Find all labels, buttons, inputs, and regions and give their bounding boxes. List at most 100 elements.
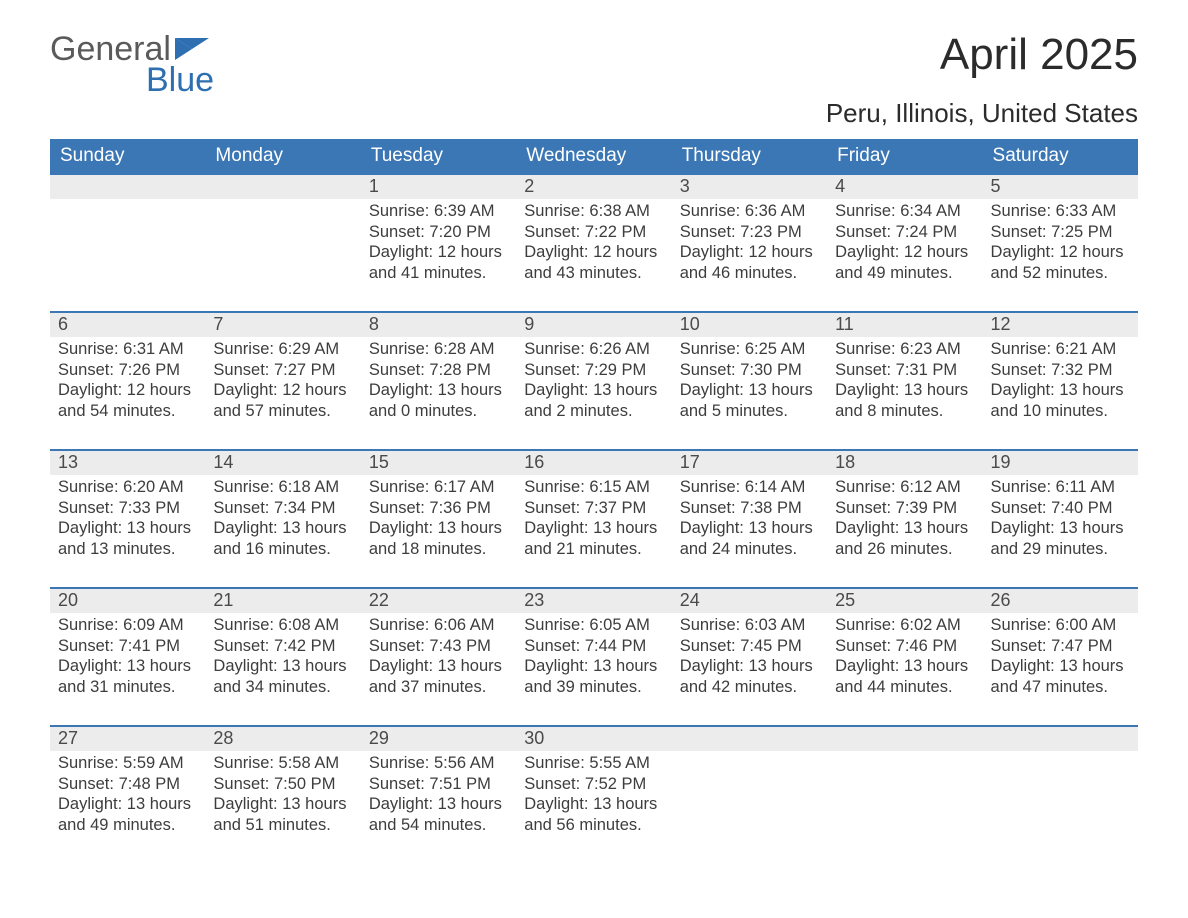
daylight-hours: 13 bbox=[748, 519, 766, 537]
daylight-minutes: 5 bbox=[712, 402, 721, 420]
daylight-label: Daylight: bbox=[524, 381, 588, 399]
daylight-label: Daylight: bbox=[680, 519, 744, 537]
calendar-cell: 10Sunrise: 6:25 AMSunset: 7:30 PMDayligh… bbox=[672, 311, 827, 449]
daylight-minutes: 13 bbox=[90, 540, 108, 558]
day-number: 13 bbox=[50, 449, 205, 475]
sunrise-label: Sunrise: bbox=[991, 478, 1052, 496]
daylight-minutes: 2 bbox=[556, 402, 565, 420]
sunrise-label: Sunrise: bbox=[835, 340, 896, 358]
sunset-label: Sunset: bbox=[213, 637, 269, 655]
day-number-empty bbox=[50, 173, 205, 199]
daylight-label: Daylight: bbox=[58, 381, 122, 399]
sunrise-value: 5:55 AM bbox=[589, 754, 650, 772]
calendar-cell: 13Sunrise: 6:20 AMSunset: 7:33 PMDayligh… bbox=[50, 449, 205, 587]
daylight-label: Daylight: bbox=[369, 795, 433, 813]
daylight-minutes: 49 bbox=[867, 264, 885, 282]
sunset-label: Sunset: bbox=[213, 499, 269, 517]
calendar-cell: 4Sunrise: 6:34 AMSunset: 7:24 PMDaylight… bbox=[827, 173, 982, 311]
day-number: 20 bbox=[50, 587, 205, 613]
calendar-cell bbox=[983, 725, 1138, 863]
sunset-label: Sunset: bbox=[58, 361, 114, 379]
sunset-label: Sunset: bbox=[524, 775, 580, 793]
daylight-minutes: 21 bbox=[556, 540, 574, 558]
daylight-label: Daylight: bbox=[835, 381, 899, 399]
daylight-hours: 12 bbox=[1059, 243, 1077, 261]
sunset-value: 7:42 PM bbox=[274, 637, 335, 655]
day-details: Sunrise: 6:21 AMSunset: 7:32 PMDaylight:… bbox=[983, 337, 1138, 428]
daylight-hours: 13 bbox=[438, 381, 456, 399]
daylight-minutes: 54 bbox=[90, 402, 108, 420]
sunrise-value: 6:36 AM bbox=[745, 202, 806, 220]
sunrise-value: 6:02 AM bbox=[900, 616, 961, 634]
calendar-cell: 17Sunrise: 6:14 AMSunset: 7:38 PMDayligh… bbox=[672, 449, 827, 587]
daylight-minutes: 42 bbox=[712, 678, 730, 696]
sunrise-label: Sunrise: bbox=[835, 478, 896, 496]
weekday-header: Thursday bbox=[672, 139, 827, 173]
day-details: Sunrise: 6:33 AMSunset: 7:25 PMDaylight:… bbox=[983, 199, 1138, 290]
calendar-cell: 16Sunrise: 6:15 AMSunset: 7:37 PMDayligh… bbox=[516, 449, 671, 587]
day-details: Sunrise: 6:18 AMSunset: 7:34 PMDaylight:… bbox=[205, 475, 360, 566]
sunrise-label: Sunrise: bbox=[213, 616, 274, 634]
daylight-minutes: 29 bbox=[1023, 540, 1041, 558]
daylight-hours: 13 bbox=[1059, 519, 1077, 537]
daylight-hours: 12 bbox=[438, 243, 456, 261]
daylight-label: Daylight: bbox=[524, 657, 588, 675]
sunrise-label: Sunrise: bbox=[58, 616, 119, 634]
sunrise-label: Sunrise: bbox=[835, 202, 896, 220]
calendar-cell: 26Sunrise: 6:00 AMSunset: 7:47 PMDayligh… bbox=[983, 587, 1138, 725]
daylight-hours: 13 bbox=[904, 381, 922, 399]
day-details: Sunrise: 6:00 AMSunset: 7:47 PMDaylight:… bbox=[983, 613, 1138, 704]
daylight-hours: 12 bbox=[748, 243, 766, 261]
day-details: Sunrise: 6:36 AMSunset: 7:23 PMDaylight:… bbox=[672, 199, 827, 290]
day-number: 25 bbox=[827, 587, 982, 613]
day-number-empty bbox=[672, 725, 827, 751]
daylight-hours: 13 bbox=[438, 795, 456, 813]
day-details: Sunrise: 6:20 AMSunset: 7:33 PMDaylight:… bbox=[50, 475, 205, 566]
daylight-label: Daylight: bbox=[835, 657, 899, 675]
sunset-label: Sunset: bbox=[58, 499, 114, 517]
daylight-hours: 13 bbox=[748, 657, 766, 675]
day-details: Sunrise: 6:31 AMSunset: 7:26 PMDaylight:… bbox=[50, 337, 205, 428]
day-number: 14 bbox=[205, 449, 360, 475]
sunrise-value: 5:56 AM bbox=[434, 754, 495, 772]
daylight-minutes: 57 bbox=[246, 402, 264, 420]
sunrise-label: Sunrise: bbox=[991, 616, 1052, 634]
sunset-value: 7:33 PM bbox=[119, 499, 180, 517]
calendar-cell: 14Sunrise: 6:18 AMSunset: 7:34 PMDayligh… bbox=[205, 449, 360, 587]
sunset-value: 7:25 PM bbox=[1051, 223, 1112, 241]
sunset-value: 7:52 PM bbox=[585, 775, 646, 793]
sunrise-value: 6:08 AM bbox=[279, 616, 340, 634]
sunrise-label: Sunrise: bbox=[58, 754, 119, 772]
sunrise-value: 6:31 AM bbox=[123, 340, 184, 358]
sunrise-value: 6:09 AM bbox=[123, 616, 184, 634]
day-number: 16 bbox=[516, 449, 671, 475]
sunrise-label: Sunrise: bbox=[369, 616, 430, 634]
sunrise-value: 6:18 AM bbox=[279, 478, 340, 496]
sunrise-value: 6:03 AM bbox=[745, 616, 806, 634]
day-details: Sunrise: 6:28 AMSunset: 7:28 PMDaylight:… bbox=[361, 337, 516, 428]
daylight-hours: 13 bbox=[282, 657, 300, 675]
daylight-hours: 13 bbox=[593, 519, 611, 537]
sunrise-label: Sunrise: bbox=[369, 340, 430, 358]
day-details: Sunrise: 6:34 AMSunset: 7:24 PMDaylight:… bbox=[827, 199, 982, 290]
sunrise-value: 6:21 AM bbox=[1056, 340, 1117, 358]
sunset-label: Sunset: bbox=[680, 499, 736, 517]
sunrise-label: Sunrise: bbox=[680, 340, 741, 358]
sunset-label: Sunset: bbox=[835, 637, 891, 655]
sunrise-value: 6:11 AM bbox=[1056, 478, 1115, 496]
day-details: Sunrise: 6:09 AMSunset: 7:41 PMDaylight:… bbox=[50, 613, 205, 704]
daylight-minutes: 37 bbox=[401, 678, 419, 696]
brand-logo: General Blue bbox=[50, 30, 214, 100]
calendar-cell: 6Sunrise: 6:31 AMSunset: 7:26 PMDaylight… bbox=[50, 311, 205, 449]
daylight-hours: 13 bbox=[593, 381, 611, 399]
calendar-cell: 29Sunrise: 5:56 AMSunset: 7:51 PMDayligh… bbox=[361, 725, 516, 863]
calendar-cell: 20Sunrise: 6:09 AMSunset: 7:41 PMDayligh… bbox=[50, 587, 205, 725]
sunrise-label: Sunrise: bbox=[213, 478, 274, 496]
day-number: 21 bbox=[205, 587, 360, 613]
day-number: 30 bbox=[516, 725, 671, 751]
weekday-header: Friday bbox=[827, 139, 982, 173]
daylight-hours: 13 bbox=[438, 519, 456, 537]
sunrise-value: 5:59 AM bbox=[123, 754, 184, 772]
day-details: Sunrise: 6:15 AMSunset: 7:37 PMDaylight:… bbox=[516, 475, 671, 566]
sunset-label: Sunset: bbox=[680, 361, 736, 379]
